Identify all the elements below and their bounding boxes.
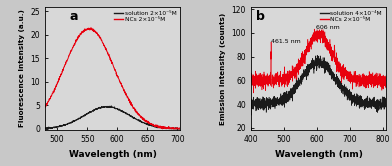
Legend: solution 2×10⁻⁵M, NCs 2×10⁻⁵M: solution 2×10⁻⁵M, NCs 2×10⁻⁵M — [113, 10, 178, 23]
Text: b: b — [256, 10, 265, 23]
solution 4×10⁻⁴M — [384, 102, 388, 104]
solution 2×10⁻⁵M — [178, 128, 183, 130]
Line: solution 2×10⁻⁵M: solution 2×10⁻⁵M — [45, 106, 180, 129]
NCs 2×10⁻⁵M — [249, 87, 253, 89]
X-axis label: Wavelength (nm): Wavelength (nm) — [69, 150, 157, 159]
solution 4×10⁻⁴M — [251, 104, 256, 106]
solution 2×10⁻⁵M — [129, 116, 134, 118]
NCs 2×10⁻⁵M — [178, 126, 183, 128]
Text: 606 nm: 606 nm — [316, 25, 340, 30]
Line: solution 4×10⁻⁴M: solution 4×10⁻⁴M — [251, 55, 386, 115]
NCs 2×10⁻⁵M — [310, 40, 314, 42]
NCs 2×10⁻⁵M — [125, 97, 130, 99]
NCs 2×10⁻⁵M — [312, 28, 317, 30]
solution 4×10⁻⁴M — [249, 103, 253, 105]
Text: 461.5 nm: 461.5 nm — [271, 39, 301, 43]
solution 2×10⁻⁵M — [122, 111, 126, 113]
solution 2×10⁻⁵M — [43, 127, 47, 129]
Line: NCs 2×10⁻⁵M: NCs 2×10⁻⁵M — [45, 28, 180, 129]
Text: a: a — [69, 10, 78, 23]
NCs 2×10⁻⁵M — [251, 92, 256, 94]
NCs 2×10⁻⁵M — [251, 79, 256, 81]
solution 2×10⁻⁵M — [145, 124, 150, 125]
NCs 2×10⁻⁵M — [318, 37, 323, 39]
solution 2×10⁻⁵M — [109, 105, 114, 107]
Legend: solution 4×10⁻⁴M, NCs 2×10⁻⁵M: solution 4×10⁻⁴M, NCs 2×10⁻⁵M — [319, 10, 383, 23]
Y-axis label: Fluorescence Intensity (a.u.): Fluorescence Intensity (a.u.) — [19, 9, 25, 127]
solution 2×10⁻⁵M — [51, 126, 56, 128]
solution 4×10⁻⁴M — [342, 89, 347, 91]
NCs 2×10⁻⁵M — [51, 91, 56, 93]
Line: NCs 2×10⁻⁵M: NCs 2×10⁻⁵M — [251, 29, 386, 93]
NCs 2×10⁻⁵M — [129, 104, 134, 106]
solution 4×10⁻⁴M — [310, 65, 314, 67]
solution 2×10⁻⁵M — [169, 128, 174, 130]
NCs 2×10⁻⁵M — [89, 27, 93, 29]
NCs 2×10⁻⁵M — [375, 79, 380, 81]
solution 2×10⁻⁵M — [125, 113, 130, 115]
NCs 2×10⁻⁵M — [384, 74, 388, 76]
solution 4×10⁻⁴M — [273, 100, 278, 102]
NCs 2×10⁻⁵M — [160, 128, 165, 130]
NCs 2×10⁻⁵M — [160, 126, 164, 128]
solution 4×10⁻⁴M — [315, 54, 319, 56]
NCs 2×10⁻⁵M — [342, 72, 347, 74]
NCs 2×10⁻⁵M — [145, 121, 150, 123]
solution 4×10⁻⁴M — [249, 114, 253, 116]
Y-axis label: Emission Intensity (counts): Emission Intensity (counts) — [220, 12, 226, 125]
solution 4×10⁻⁴M — [375, 105, 380, 107]
NCs 2×10⁻⁵M — [43, 106, 47, 108]
solution 2×10⁻⁵M — [160, 127, 164, 129]
NCs 2×10⁻⁵M — [122, 89, 126, 91]
X-axis label: Wavelength (nm): Wavelength (nm) — [274, 150, 362, 159]
solution 4×10⁻⁴M — [318, 55, 323, 57]
NCs 2×10⁻⁵M — [273, 80, 278, 82]
